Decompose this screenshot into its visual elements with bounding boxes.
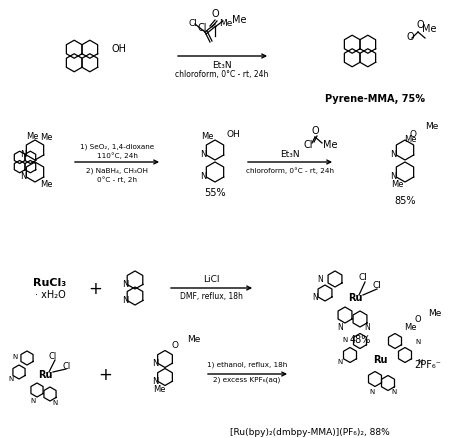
Text: Me: Me [404,323,416,332]
Text: [Ru(bpy)₂(dmbpy-MMA)](PF₆)₂, 88%: [Ru(bpy)₂(dmbpy-MMA)](PF₆)₂, 88% [230,427,390,437]
Text: Cl: Cl [303,140,313,150]
Text: O: O [415,315,421,324]
Text: O: O [311,126,319,136]
Text: N: N [369,388,374,394]
Text: N: N [392,388,397,394]
Text: chloroform, 0°C - rt, 24h: chloroform, 0°C - rt, 24h [246,167,334,174]
Text: Me: Me [232,15,246,25]
Text: RuCl₃: RuCl₃ [34,277,66,287]
Text: OH: OH [227,130,241,139]
Text: Et₃N: Et₃N [212,60,232,69]
Text: Cl: Cl [63,362,71,371]
Text: N: N [30,397,36,403]
Text: chloroform, 0°C - rt, 24h: chloroform, 0°C - rt, 24h [175,71,269,79]
Text: Me: Me [26,132,38,141]
Text: DMF, reflux, 18h: DMF, reflux, 18h [180,292,242,301]
Text: N: N [312,293,318,302]
Text: N: N [9,375,14,381]
Text: N: N [337,358,343,364]
Text: Cl: Cl [358,273,367,282]
Text: N: N [337,323,343,332]
Text: N: N [390,150,396,159]
Text: Me: Me [187,335,201,344]
Text: O: O [406,32,414,42]
Text: Me: Me [391,180,403,189]
Text: Ru: Ru [348,292,362,302]
Text: N: N [122,296,128,305]
Text: N: N [20,150,26,159]
Text: +: + [88,279,102,297]
Text: Cl: Cl [49,352,57,360]
Text: Cl: Cl [373,281,382,290]
Text: 55%: 55% [204,187,226,198]
Text: Me: Me [219,18,232,28]
Text: N: N [415,338,420,344]
Text: Me: Me [201,132,213,141]
Text: 2) NaBH₄, CH₃OH: 2) NaBH₄, CH₃OH [86,167,148,174]
Text: N: N [12,353,18,359]
Text: 48%: 48% [349,334,371,344]
Text: Pyrene-MMA, 75%: Pyrene-MMA, 75% [325,94,425,104]
Text: Cl: Cl [189,18,198,28]
Text: Me: Me [153,385,165,394]
Text: N: N [52,399,58,405]
Text: N: N [418,358,423,364]
Text: 1) ethanol, reflux, 18h: 1) ethanol, reflux, 18h [207,361,287,367]
Text: O: O [410,130,417,139]
Text: · xH₂O: · xH₂O [35,290,65,299]
Text: N: N [152,377,158,385]
Text: 0°C - rt, 2h: 0°C - rt, 2h [97,176,137,183]
Text: 1) SeO₂, 1,4-dioxane: 1) SeO₂, 1,4-dioxane [80,143,154,150]
Text: N: N [200,150,206,159]
Text: N: N [152,359,158,367]
Text: N: N [390,172,396,181]
Text: N: N [342,336,347,342]
Text: Ru: Ru [373,354,387,364]
Text: 110°C, 24h: 110°C, 24h [97,152,137,159]
Text: 2PF₆⁻: 2PF₆⁻ [415,359,441,369]
Text: N: N [122,280,128,289]
Text: +: + [98,365,112,383]
Text: N: N [317,275,323,284]
Text: Me: Me [40,133,53,142]
Text: Me: Me [404,135,416,144]
Text: Me: Me [425,122,438,131]
Text: Me: Me [323,140,337,150]
Text: N: N [20,172,26,181]
Text: N: N [200,172,206,181]
Text: Ru: Ru [38,369,52,379]
Text: 85%: 85% [394,195,416,205]
Text: O: O [416,20,424,30]
Text: LiCl: LiCl [203,275,219,284]
Text: N: N [364,323,370,332]
Text: Me: Me [422,24,437,34]
Text: Me: Me [40,180,53,189]
Text: O: O [211,9,219,19]
Text: O: O [172,341,179,350]
Text: Et₃N: Et₃N [280,150,300,159]
Text: Cl: Cl [198,23,207,33]
Text: 2) excess KPF₆(aq): 2) excess KPF₆(aq) [213,376,281,382]
Text: Me: Me [428,309,441,318]
Text: OH: OH [112,44,127,54]
